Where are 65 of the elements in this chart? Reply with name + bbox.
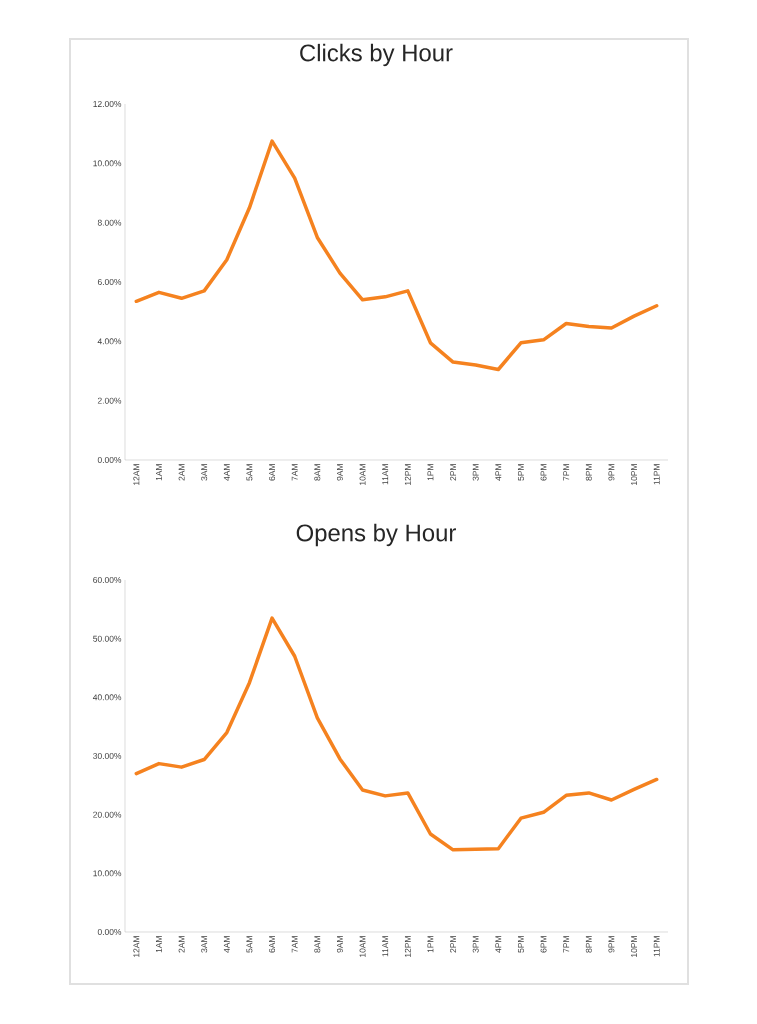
x-tick-label: 1PM xyxy=(427,936,434,953)
x-tick-label: 6PM xyxy=(540,464,547,481)
x-tick-label: 3AM xyxy=(201,936,208,953)
x-tick-label: 12AM xyxy=(133,464,140,485)
x-tick-label: 2AM xyxy=(178,464,185,481)
x-tick-label: 11PM xyxy=(653,936,660,957)
x-tick-label: 2PM xyxy=(450,936,457,953)
x-tick-label: 6AM xyxy=(269,936,276,953)
x-tick-label: 4AM xyxy=(223,936,230,953)
x-tick-label: 9PM xyxy=(608,464,615,481)
y-tick-label: 12.00% xyxy=(93,101,122,107)
y-tick-label: 6.00% xyxy=(97,279,122,285)
x-tick-label: 7PM xyxy=(563,936,570,953)
y-tick-label: 30.00% xyxy=(93,753,122,759)
x-tick-label: 7AM xyxy=(291,936,298,953)
y-tick-label: 50.00% xyxy=(93,635,122,642)
x-tick-label: 5AM xyxy=(246,464,253,481)
y-tick-label: 8.00% xyxy=(97,219,122,226)
x-tick-label: 7PM xyxy=(563,464,570,481)
chart-title: Clicks by Hour xyxy=(300,43,453,67)
x-tick-label: 10AM xyxy=(359,936,366,957)
y-tick-label: 10.00% xyxy=(93,870,122,877)
x-tick-label: 12PM xyxy=(404,464,411,485)
chart-title: Opens by Hour xyxy=(296,523,456,547)
x-tick-label: 1AM xyxy=(156,464,162,481)
y-tick-label: 2.00% xyxy=(97,397,122,404)
y-tick-label: 0.00% xyxy=(97,929,122,935)
y-tick-label: 4.00% xyxy=(97,338,122,345)
x-tick-label: 3PM xyxy=(472,464,479,481)
y-tick-label: 0.00% xyxy=(97,457,122,463)
x-tick-label: 11AM xyxy=(382,464,389,485)
y-tick-label: 10.00% xyxy=(93,160,122,167)
y-tick-label: 60.00% xyxy=(93,577,122,583)
x-tick-label: 5PM xyxy=(517,936,524,953)
x-tick-label: 8PM xyxy=(585,464,592,481)
x-tick-label: 10AM xyxy=(359,464,366,485)
x-tick-label: 5AM xyxy=(246,936,253,953)
y-tick-label: 20.00% xyxy=(93,811,122,818)
x-tick-label: 3AM xyxy=(201,464,208,481)
x-tick-label: 2AM xyxy=(178,936,185,953)
x-tick-label: 12AM xyxy=(133,936,140,957)
x-tick-label: 3PM xyxy=(472,936,479,953)
x-tick-label: 4AM xyxy=(223,464,230,481)
x-tick-label: 8AM xyxy=(314,936,321,953)
x-tick-label: 8AM xyxy=(314,464,321,481)
x-tick-label: 4PM xyxy=(495,464,502,481)
x-tick-label: 9AM xyxy=(336,936,343,953)
x-tick-label: 1AM xyxy=(156,936,162,953)
x-tick-label: 11PM xyxy=(653,464,660,485)
line-series xyxy=(134,139,659,372)
x-tick-label: 9PM xyxy=(608,936,615,953)
x-tick-label: 7AM xyxy=(291,464,298,481)
x-tick-label: 5PM xyxy=(517,464,524,481)
x-tick-label: 10PM xyxy=(631,464,638,485)
x-tick-label: 12PM xyxy=(404,936,411,957)
y-tick-label: 40.00% xyxy=(92,694,122,701)
x-tick-label: 9AM xyxy=(336,464,343,481)
x-tick-label: 6PM xyxy=(540,936,547,953)
x-tick-label: 1PM xyxy=(427,464,434,481)
x-tick-label: 2PM xyxy=(450,464,457,481)
x-tick-label: 6AM xyxy=(269,464,276,481)
x-tick-label: 10PM xyxy=(631,936,638,957)
x-tick-label: 4PM xyxy=(495,936,502,953)
x-tick-label: 11AM xyxy=(382,936,389,957)
x-tick-label: 8PM xyxy=(585,936,592,953)
